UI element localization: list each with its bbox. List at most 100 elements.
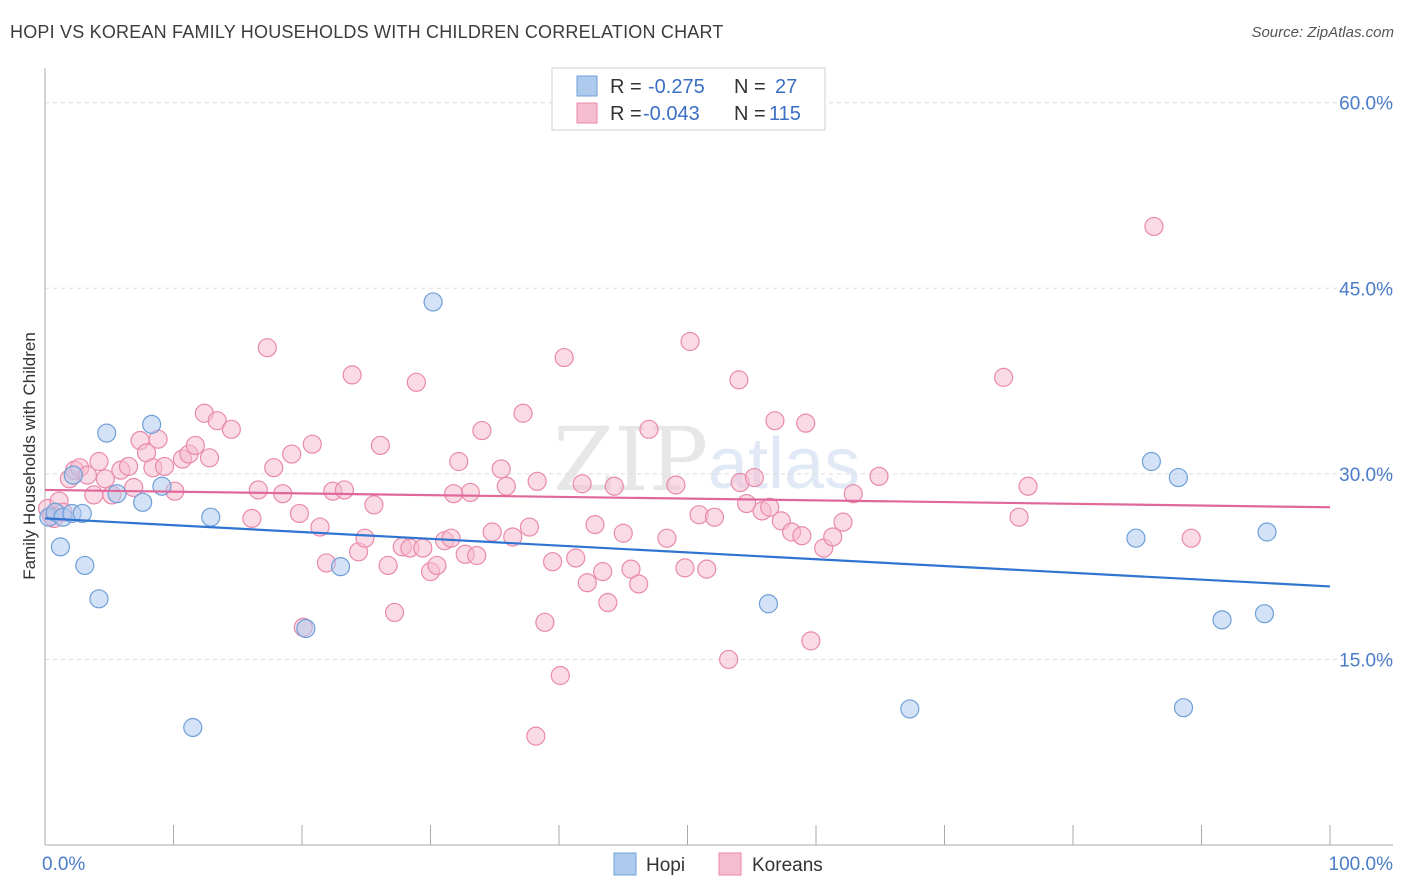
- koreans-point: [675, 558, 695, 578]
- koreans-point: [1144, 216, 1164, 237]
- koreans-point: [467, 545, 487, 566]
- hopi-point: [1212, 610, 1232, 630]
- koreans-point: [221, 419, 241, 439]
- koreans-point: [248, 480, 268, 500]
- koreans-point: [257, 338, 277, 358]
- hopi-point: [89, 589, 109, 609]
- koreans-point: [697, 559, 717, 579]
- hopi-point: [50, 537, 71, 557]
- koreans-point: [289, 503, 310, 524]
- koreans-point: [843, 484, 863, 504]
- koreans-point: [282, 444, 302, 464]
- koreans-point: [593, 562, 613, 582]
- hopi-point: [183, 717, 203, 738]
- koreans-point: [994, 367, 1014, 387]
- hopi-point: [97, 423, 117, 443]
- koreans-point: [629, 574, 649, 594]
- hopi-point: [1126, 528, 1146, 548]
- legend-koreans-swatch: [576, 102, 598, 124]
- koreans-point: [513, 403, 533, 423]
- watermark-atlas: atlas: [708, 424, 860, 504]
- watermark-zip: ZIP: [553, 408, 708, 511]
- koreans-point: [89, 451, 109, 472]
- legend-hopi-n-label: N =: [734, 76, 766, 98]
- y-tick-label: 15.0%: [1339, 650, 1393, 671]
- legend-koreans-r-label: R =: [610, 103, 642, 125]
- chart-title: HOPI VS KOREAN FAMILY HOUSEHOLDS WITH CH…: [10, 22, 724, 42]
- koreans-point: [449, 451, 469, 472]
- koreans-point: [572, 474, 592, 494]
- legend-hopi-n-value: 27: [775, 76, 797, 98]
- koreans-point: [585, 514, 605, 535]
- legend-koreans-r-value: -0.043: [643, 103, 700, 125]
- koreans-point: [427, 555, 447, 576]
- legend-koreans-n-value: 115: [769, 103, 801, 125]
- koreans-point: [542, 552, 563, 572]
- koreans-point: [302, 434, 322, 454]
- koreans-point: [621, 559, 641, 579]
- koreans-point: [823, 527, 843, 547]
- koreans-point: [406, 372, 426, 392]
- koreans-point: [370, 435, 390, 456]
- koreans-point: [765, 411, 785, 431]
- hopi-point: [296, 618, 316, 639]
- koreans-point: [519, 517, 540, 537]
- gridlines: [45, 102, 1393, 660]
- hopi-trend-line: [44, 517, 1331, 588]
- legend-koreans-n-label: N =: [734, 103, 766, 125]
- koreans-point: [185, 435, 205, 456]
- hopi-point: [72, 503, 92, 524]
- koreans-point: [613, 523, 633, 543]
- hopi-point: [423, 292, 443, 312]
- y-axis-title: Family Households with Children: [20, 332, 39, 580]
- hopi-point: [758, 594, 779, 614]
- hopi-point: [1257, 522, 1277, 542]
- koreans-point: [460, 482, 480, 503]
- koreans-point: [527, 471, 547, 491]
- koreans-point: [639, 419, 659, 439]
- hopi-point: [63, 465, 83, 485]
- koreans-point: [704, 507, 725, 527]
- koreans-point: [1181, 528, 1201, 548]
- hopi-point: [1141, 451, 1161, 472]
- koreans-point: [334, 480, 355, 500]
- koreans-point: [796, 413, 816, 433]
- hopi-point: [1168, 467, 1188, 488]
- y-tick-label: 30.0%: [1339, 465, 1393, 486]
- koreans-point: [154, 456, 175, 477]
- hopi-point: [107, 484, 127, 504]
- koreans-point: [242, 508, 262, 529]
- koreans-point: [657, 528, 677, 548]
- koreans-point: [792, 526, 812, 546]
- koreans-point: [491, 459, 511, 479]
- x-tick-label-max: 100.0%: [1329, 854, 1394, 875]
- hopi-point: [1254, 604, 1275, 624]
- koreans-point: [355, 528, 375, 548]
- koreans-point: [744, 467, 764, 488]
- koreans-point: [535, 612, 555, 632]
- koreans-point: [472, 420, 492, 441]
- koreans-point: [680, 331, 700, 352]
- correlation-legend: R = -0.275 N = 27 R = -0.043 N = 115: [551, 67, 826, 131]
- koreans-point: [604, 476, 624, 496]
- koreans-point: [342, 365, 362, 385]
- koreans-point: [598, 592, 618, 613]
- koreans-point: [503, 527, 523, 547]
- koreans-point: [444, 484, 464, 504]
- bottom-legend-koreans-swatch: [718, 852, 742, 876]
- koreans-point: [1009, 507, 1029, 527]
- koreans-point: [441, 528, 461, 548]
- koreans-series: [37, 216, 1201, 746]
- koreans-point: [760, 497, 780, 517]
- koreans-point: [364, 495, 384, 515]
- legend-hopi-swatch: [576, 75, 598, 97]
- koreans-point: [719, 649, 739, 670]
- koreans-point: [264, 458, 284, 478]
- koreans-point: [118, 456, 139, 477]
- koreans-point: [378, 555, 398, 576]
- koreans-point: [729, 370, 749, 390]
- koreans-point: [554, 347, 574, 368]
- hopi-point: [1173, 698, 1194, 718]
- koreans-point: [482, 522, 502, 542]
